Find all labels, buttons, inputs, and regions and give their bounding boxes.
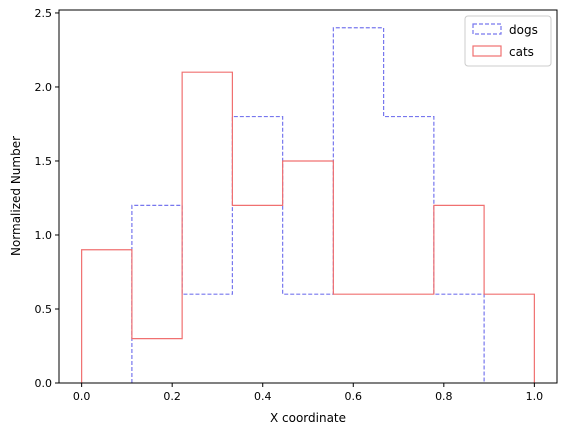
x-tick-label: 0.8 [435, 390, 453, 403]
x-tick-label: 0.6 [345, 390, 363, 403]
legend-swatch-cats [472, 45, 502, 57]
legend-label-cats: cats [509, 45, 534, 59]
y-tick-label: 0.0 [35, 377, 53, 390]
legend: dogs cats [464, 15, 552, 67]
histogram-step-dogs [131, 27, 485, 383]
x-axis-label: X coordinate [270, 411, 346, 425]
y-axis-ticks: 0.0 0.5 1.0 1.5 2.0 2.5 [35, 7, 59, 390]
legend-swatch-dogs [472, 23, 502, 35]
plot-area [81, 27, 535, 383]
plot-frame [58, 9, 558, 384]
x-axis-ticks: 0.0 0.2 0.4 0.6 0.8 1.0 [73, 383, 543, 403]
y-tick-label: 0.5 [35, 303, 53, 316]
legend-label-dogs: dogs [509, 23, 538, 37]
y-axis-label: Normalized Number [9, 136, 23, 256]
y-tick-label: 1.5 [35, 155, 53, 168]
y-tick-label: 2.0 [35, 81, 53, 94]
x-tick-label: 1.0 [526, 390, 544, 403]
y-tick-label: 1.0 [35, 229, 53, 242]
x-tick-label: 0.4 [254, 390, 272, 403]
y-tick-label: 2.5 [35, 7, 53, 20]
histogram-step-cats [81, 71, 535, 383]
x-tick-label: 0.2 [163, 390, 181, 403]
x-tick-label: 0.0 [73, 390, 91, 403]
legend-box [464, 15, 552, 67]
